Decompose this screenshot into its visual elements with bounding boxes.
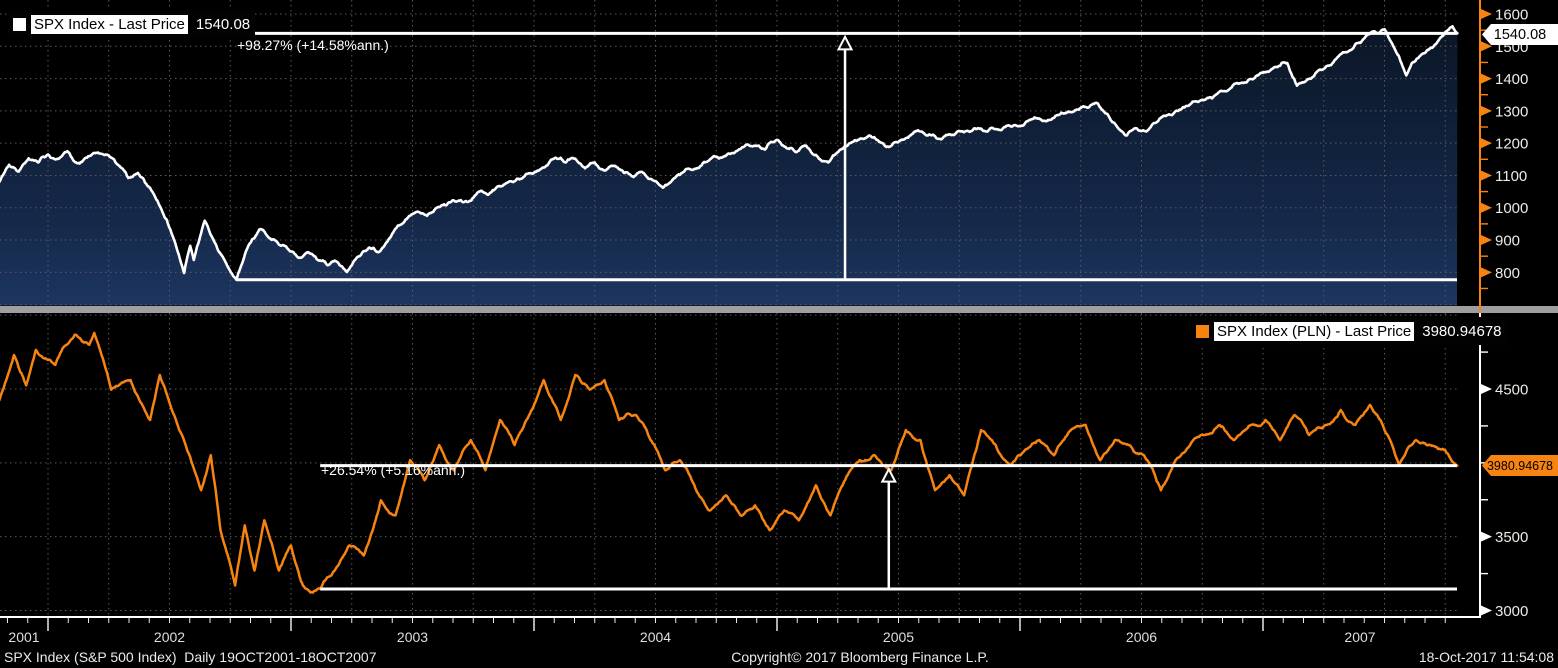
y-tick-label: 1000 [1495,200,1528,217]
year-label-2003: 2003 [396,629,429,645]
y-tick-label: 1200 [1495,136,1528,153]
chart-description: SPX Index (S&P 500 Index) Daily 19OCT200… [4,649,377,665]
y-tick-arrow [1481,235,1492,246]
legend-top-spx[interactable]: SPX Index - Last Price 1540.08 [8,10,256,38]
y-tick-label: 3000 [1495,603,1528,620]
series-line-spx-pln [0,331,1459,594]
y-tick-arrow [1481,41,1492,52]
y-tick-arrow [1481,9,1492,19]
year-label-2001: 2001 [8,629,40,645]
y-tick-label: 1600 [1495,7,1528,24]
measure-label-top: +98.27% (+14.58%ann.) [237,37,389,53]
last-price-badge-bottom: 3980.94678 [1482,455,1558,476]
legend-label: SPX Index (PLN) - Last Price [1214,321,1415,341]
legend-label: SPX Index - Last Price [31,14,188,34]
y-tick-label: 900 [1495,233,1520,250]
measure-label-bottom: +26.54% (+5.16%ann.) [321,462,465,478]
y-tick-arrow [1481,73,1492,84]
area-fill-top [0,26,1458,306]
y-tick-arrow [1481,170,1492,181]
series-swatch-orange [1196,324,1209,338]
y-tick-label: 3500 [1495,529,1528,546]
y-tick-label: 800 [1495,265,1520,282]
copyright-text: Copyright© 2017 Bloomberg Finance L.P. [731,649,989,665]
y-tick-label: 1400 [1495,71,1528,88]
y-tick-arrow [1481,105,1492,116]
measure-bottom-arrowhead [880,466,897,483]
y-tick-label: 4500 [1495,382,1528,399]
series-swatch-white [13,17,26,31]
measure-top-arrowhead [836,34,854,51]
year-label-2005: 2005 [882,629,915,645]
legend-last-price: 3980.94678 [1422,322,1502,340]
panel-separator [0,306,1558,313]
y-tick-arrow [1481,531,1492,542]
y-tick-label: 1100 [1495,168,1527,185]
y-tick-label: 1300 [1495,103,1528,120]
series-line-spx [0,25,1459,281]
y-tick-arrow [1481,267,1492,278]
status-bar: SPX Index (S&P 500 Index) Daily 19OCT200… [0,649,1558,668]
year-label-2002: 2002 [153,629,186,645]
legend-bottom-spx-pln[interactable]: SPX Index (PLN) - Last Price 3980.94678 [1191,317,1507,345]
y-tick-arrow [1481,138,1492,149]
year-label-2004: 2004 [639,629,672,645]
year-label-2007: 2007 [1344,629,1376,645]
y-tick-arrow [1481,605,1492,616]
year-label-2006: 2006 [1125,629,1158,645]
legend-last-price: 1540.08 [195,15,251,33]
y-tick-arrow [1481,202,1492,213]
last-price-badge-top: 1540.08 [1482,24,1558,45]
timestamp: 18-Oct-2017 11:54:08 [1418,649,1554,665]
y-tick-arrow [1481,384,1492,394]
